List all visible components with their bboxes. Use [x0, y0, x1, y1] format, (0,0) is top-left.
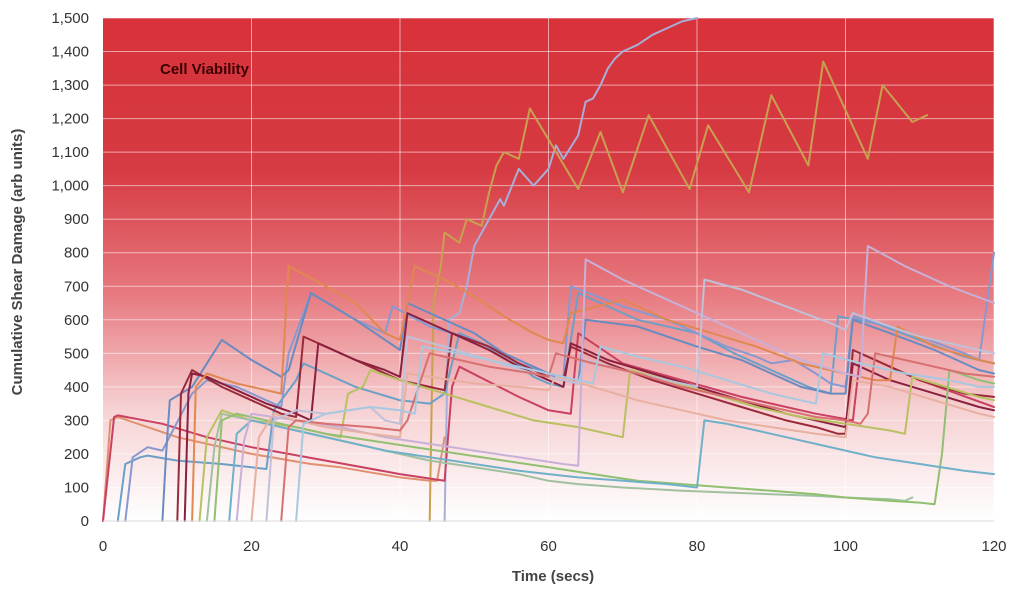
y-tick-label: 1,300	[51, 77, 89, 94]
series-line-13	[213, 369, 995, 522]
series-line-15	[235, 245, 995, 522]
series-line-19	[295, 345, 995, 522]
y-tick-label: 200	[64, 446, 89, 463]
x-tick-label: 120	[981, 538, 1006, 555]
annotation-cell-viability: Cell Viability	[160, 61, 250, 78]
x-tick-label: 20	[243, 538, 260, 555]
series-line-14	[228, 419, 995, 522]
y-tick-label: 100	[64, 479, 89, 496]
x-tick-label: 40	[392, 538, 409, 555]
y-tick-label: 0	[81, 513, 89, 530]
series-line-7	[161, 292, 995, 522]
series-line-18	[280, 352, 995, 522]
series-line-3	[102, 416, 446, 522]
series-line-16	[250, 372, 995, 522]
x-tick-label: 0	[99, 538, 107, 555]
y-tick-label: 600	[64, 312, 89, 329]
series-line-1	[443, 17, 698, 522]
series-line-10	[191, 265, 995, 522]
series-line-4	[102, 332, 995, 522]
x-axis-title: Time (secs)	[512, 568, 594, 585]
y-tick-label: 700	[64, 278, 89, 295]
y-tick-label: 1,000	[51, 178, 89, 195]
x-tick-label: 80	[689, 538, 706, 555]
y-axis-title: Cumulative Shear Damage (arb units)	[9, 129, 26, 396]
y-tick-label: 400	[64, 379, 89, 396]
y-tick-label: 1,500	[51, 10, 89, 27]
series-layer	[102, 17, 995, 522]
y-tick-label: 900	[64, 211, 89, 228]
axes-layer: 01002003004005006007008009001,0001,1001,…	[51, 10, 1006, 555]
y-tick-label: 300	[64, 412, 89, 429]
y-tick-label: 1,200	[51, 111, 89, 128]
series-line-2	[428, 60, 929, 522]
series-line-17	[265, 278, 995, 522]
y-tick-label: 1,100	[51, 144, 89, 161]
x-tick-label: 60	[540, 538, 557, 555]
y-tick-label: 800	[64, 245, 89, 262]
y-tick-label: 1,400	[51, 44, 89, 61]
y-tick-label: 500	[64, 345, 89, 362]
x-tick-label: 100	[833, 538, 858, 555]
